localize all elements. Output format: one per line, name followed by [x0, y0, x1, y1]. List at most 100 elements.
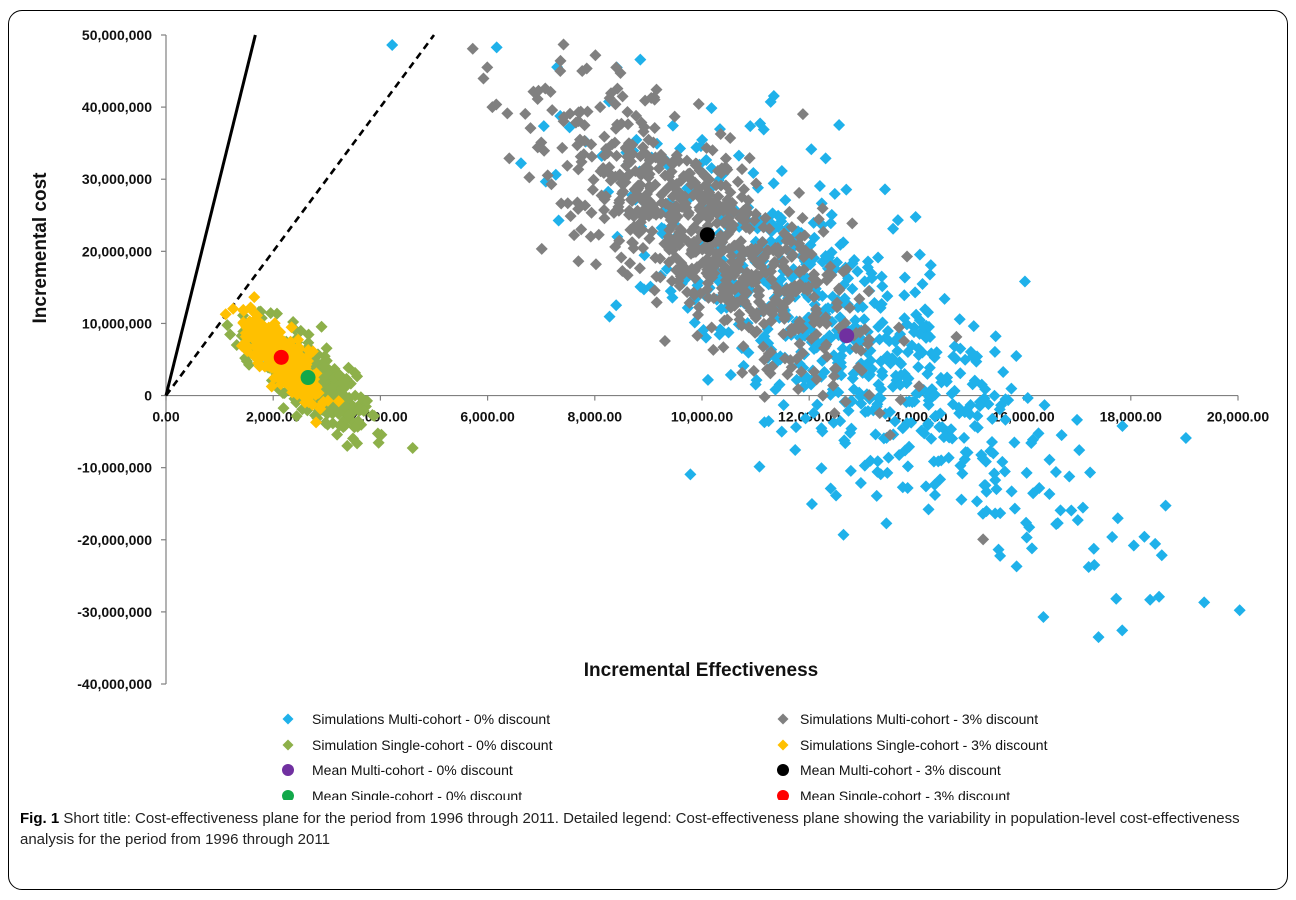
data-point	[852, 361, 865, 374]
data-point	[757, 317, 770, 330]
data-point	[290, 396, 303, 409]
data-point	[984, 445, 997, 458]
data-point	[812, 213, 825, 226]
data-point	[849, 314, 862, 327]
data-point	[466, 42, 479, 55]
data-point	[937, 431, 950, 444]
data-point	[705, 321, 718, 334]
data-point	[922, 417, 935, 430]
data-point	[945, 423, 958, 436]
data-point	[545, 178, 558, 191]
figure-frame	[8, 10, 1288, 890]
data-point	[1073, 444, 1086, 457]
data-point	[824, 482, 837, 495]
data-point	[481, 61, 494, 74]
data-point	[721, 193, 734, 206]
data-point	[948, 384, 961, 397]
data-point	[884, 428, 897, 441]
data-point	[1025, 437, 1038, 450]
data-point	[959, 446, 972, 459]
data-point	[915, 424, 928, 437]
data-point	[859, 323, 872, 336]
figure-caption: Fig. 1 Short title: Cost-effectiveness p…	[20, 808, 1276, 850]
data-point	[777, 399, 790, 412]
data-point	[326, 417, 339, 430]
data-point	[237, 304, 250, 317]
data-point	[989, 474, 1002, 487]
data-point	[753, 460, 766, 473]
data-point	[995, 399, 1008, 412]
data-point	[979, 383, 992, 396]
data-point	[789, 443, 802, 456]
data-point	[952, 401, 965, 414]
data-point	[1233, 604, 1246, 617]
data-point	[707, 343, 720, 356]
data-point	[666, 274, 679, 287]
data-point	[862, 405, 875, 418]
data-point	[1043, 488, 1056, 501]
data-point	[966, 378, 979, 391]
data-point	[840, 183, 853, 196]
data-point	[925, 432, 938, 445]
data-point	[844, 464, 857, 477]
data-point	[873, 333, 886, 346]
data-point	[990, 483, 1003, 496]
data-point	[486, 101, 499, 114]
legend-marker	[282, 713, 294, 725]
data-point	[292, 333, 305, 346]
data-point	[684, 468, 697, 481]
data-point	[693, 301, 706, 314]
data-point	[894, 379, 907, 392]
data-point	[799, 244, 812, 257]
data-point	[714, 246, 727, 259]
data-point	[554, 54, 567, 67]
x-tick-label: 6,000.00	[460, 409, 515, 425]
data-point	[658, 334, 671, 347]
data-point	[576, 64, 589, 77]
data-point	[634, 53, 647, 66]
data-point	[839, 316, 852, 329]
data-point	[906, 396, 919, 409]
data-point	[265, 380, 278, 393]
data-point	[898, 289, 911, 302]
data-point	[698, 169, 711, 182]
data-point	[1010, 349, 1023, 362]
data-point	[634, 280, 647, 293]
data-point	[967, 320, 980, 333]
data-point	[796, 322, 809, 335]
data-point	[568, 229, 581, 242]
data-point	[769, 242, 782, 255]
data-point	[219, 308, 232, 321]
data-point	[881, 324, 894, 337]
data-point	[268, 319, 281, 332]
data-point	[898, 334, 911, 347]
data-point	[913, 248, 926, 261]
data-point	[883, 406, 896, 419]
data-point	[954, 459, 967, 472]
data-point	[1043, 453, 1056, 466]
data-point	[830, 489, 843, 502]
data-point	[351, 370, 364, 383]
data-point	[535, 242, 548, 255]
data-point	[870, 489, 883, 502]
data-point	[746, 247, 759, 260]
data-point	[735, 163, 748, 176]
data-point	[696, 133, 709, 146]
data-point	[1032, 427, 1045, 440]
data-point	[691, 308, 704, 321]
data-point	[621, 105, 634, 118]
data-point	[600, 143, 613, 156]
data-point	[863, 389, 876, 402]
data-point	[324, 383, 337, 396]
data-point	[822, 302, 835, 315]
data-point	[666, 119, 679, 132]
data-point	[1106, 530, 1119, 543]
data-point	[724, 131, 737, 144]
data-point	[692, 97, 705, 110]
data-point	[647, 199, 660, 212]
legend-label: Simulation Single-cohort - 0% discount	[312, 737, 553, 753]
data-point	[735, 249, 748, 262]
data-point	[816, 425, 829, 438]
data-point	[740, 286, 753, 299]
data-point	[757, 340, 770, 353]
